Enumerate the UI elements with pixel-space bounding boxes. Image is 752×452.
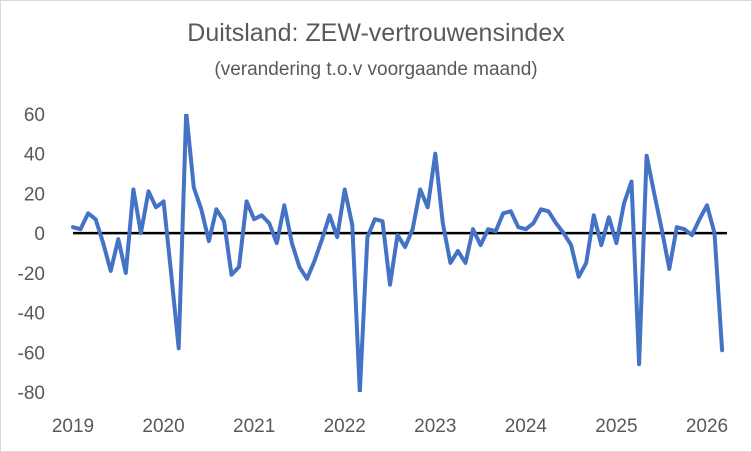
y-tick-label: 20 xyxy=(24,184,45,205)
y-tick-label: -40 xyxy=(18,304,45,325)
y-tick-label: -60 xyxy=(18,343,45,364)
y-tick-label: -20 xyxy=(18,264,45,285)
x-tick-label: 2020 xyxy=(142,416,184,437)
x-tick-label: 2019 xyxy=(52,416,94,437)
x-tick-label: 2024 xyxy=(505,416,548,437)
x-axis-ticks: 2019 2020 2021 2022 2023 2024 2025 2026 xyxy=(52,416,728,437)
y-tick-label: -80 xyxy=(18,383,45,404)
y-tick-label: 60 xyxy=(24,105,45,126)
chart-title: Duitsland: ZEW-vertrouwensindex xyxy=(187,19,565,47)
x-tick-label: 2025 xyxy=(595,416,637,437)
y-tick-label: 40 xyxy=(24,145,45,166)
series-line xyxy=(71,114,725,392)
series-layer xyxy=(71,114,725,392)
x-tick-label: 2022 xyxy=(324,416,366,437)
x-tick-label: 2021 xyxy=(233,416,275,437)
y-axis-ticks: 60 40 20 0 -20 -40 -60 -80 xyxy=(18,105,45,404)
x-tick-label: 2026 xyxy=(686,416,728,437)
y-tick-label: 0 xyxy=(34,224,45,245)
chart-subtitle: (verandering t.o.v voorgaande maand) xyxy=(214,59,538,80)
x-tick-label: 2023 xyxy=(414,416,456,437)
